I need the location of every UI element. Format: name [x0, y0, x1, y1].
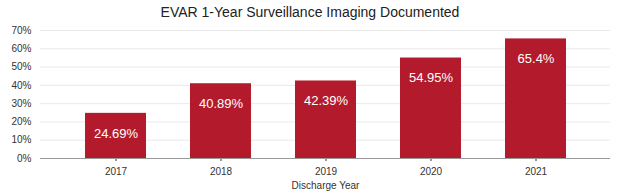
- svg-text:30%: 30%: [11, 98, 31, 109]
- html-text:EVAR 1-Year Surveillance Imagi: EVAR 1-Year Surveillance Imaging Documen…: [160, 4, 460, 20]
- svg-text:60%: 60%: [11, 43, 31, 54]
- svg-text:2018: 2018: [210, 166, 233, 177]
- svg-text:2017: 2017: [105, 166, 128, 177]
- svg-text:40.89%: 40.89%: [199, 96, 244, 111]
- svg-text:0%: 0%: [17, 153, 32, 164]
- svg-text:70%: 70%: [11, 25, 31, 36]
- svg-text:40%: 40%: [11, 80, 31, 91]
- svg-text:54.95%: 54.95%: [409, 70, 454, 85]
- svg-text:2019: 2019: [315, 166, 338, 177]
- svg-text:10%: 10%: [11, 134, 31, 145]
- svg-text:Discharge Year: Discharge Year: [292, 180, 360, 191]
- svg-text:20%: 20%: [11, 116, 31, 127]
- svg-text:2021: 2021: [525, 166, 548, 177]
- svg-text:2020: 2020: [420, 166, 443, 177]
- svg-text:42.39%: 42.39%: [304, 93, 349, 108]
- svg-text:65.4%: 65.4%: [518, 51, 555, 66]
- svg-text:50%: 50%: [11, 61, 31, 72]
- svg-text:24.69%: 24.69%: [94, 126, 139, 141]
